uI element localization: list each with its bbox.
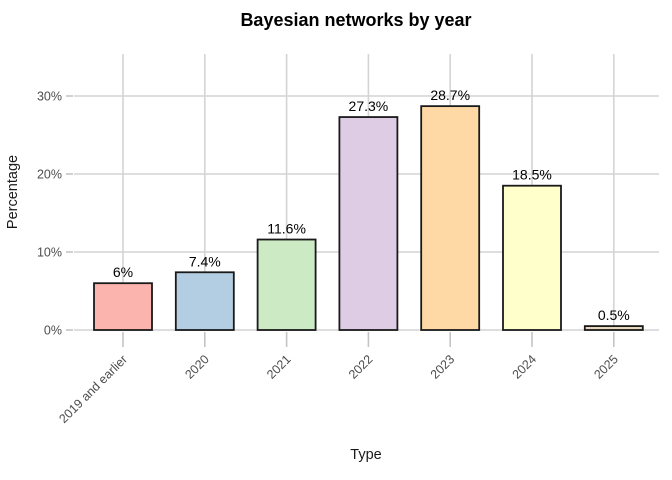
bar-value-label: 27.3% <box>349 98 389 114</box>
y-tick-label: 10% <box>37 246 62 260</box>
x-tick-label: 2019 and earlier <box>56 352 130 426</box>
bars: 6% 7.4% 11.6% 27.3% 28.7% 18.5% 0.5% <box>93 87 644 331</box>
bar <box>502 184 562 331</box>
bar-value-label: 0.5% <box>598 307 630 323</box>
y-tick-label: 0% <box>44 324 62 338</box>
bar <box>338 116 399 331</box>
bar <box>174 271 235 331</box>
x-axis-title: Type <box>350 447 381 463</box>
bar <box>93 282 153 331</box>
x-tick-label: 2022 <box>346 352 376 382</box>
bar-value-label: 28.7% <box>430 87 470 103</box>
bar-value-label: 11.6% <box>267 221 306 237</box>
y-tick-label: 20% <box>37 168 62 182</box>
bar <box>256 238 317 331</box>
axis-ticks <box>66 95 615 347</box>
x-tick-label: 2020 <box>182 352 212 382</box>
bar-value-label: 7.4% <box>189 253 221 269</box>
bar <box>420 105 481 331</box>
y-axis-title: Percentage <box>5 155 21 229</box>
x-tick-label: 2021 <box>264 352 294 382</box>
x-tick-label: 2025 <box>591 352 621 382</box>
chart-title: Bayesian networks by year <box>240 10 471 30</box>
x-tick-label: 2023 <box>428 352 458 382</box>
y-tick-label: 30% <box>37 90 62 104</box>
bar-value-label: 6% <box>113 264 133 280</box>
bar-value-label: 18.5% <box>512 167 552 183</box>
x-tick-label: 2024 <box>510 352 540 382</box>
bar <box>583 325 644 331</box>
